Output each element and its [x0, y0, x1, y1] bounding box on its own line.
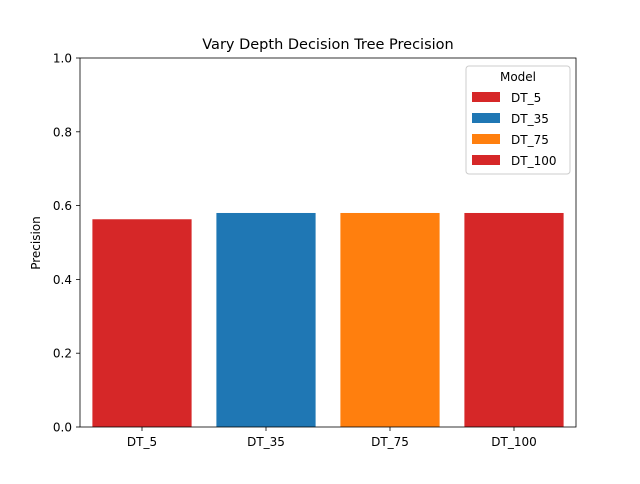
legend-swatch	[472, 113, 500, 123]
legend-swatch	[472, 155, 500, 165]
x-tick-label: DT_100	[491, 435, 536, 449]
axes-group: DT_5 DT_35 DT_75 DT_100 0.0 0.2 0.4 0.6 0.8 1.0	[53, 52, 577, 449]
bar-dt-35	[216, 212, 316, 427]
plot-frame	[79, 57, 577, 428]
bar-dt-5	[92, 219, 192, 427]
y-tick-label: 0.8	[53, 125, 72, 139]
legend-entry-label: DT_75	[511, 133, 549, 147]
chart-title: Vary Depth Decision Tree Precision	[202, 37, 453, 53]
x-tick-label: DT_35	[247, 435, 285, 449]
legend-swatch	[472, 92, 500, 102]
bar-dt-75	[340, 212, 440, 427]
y-tick-label: 1.0	[53, 52, 72, 66]
legend-title: Model	[500, 70, 536, 84]
legend: Model DT_5 DT_35 DT_75 DT_100	[465, 65, 571, 175]
bars-group	[92, 212, 564, 427]
bar-dt-100	[464, 212, 564, 427]
legend-entry-label: DT_35	[511, 112, 549, 126]
x-tick-label: DT_5	[127, 435, 157, 449]
y-axis-label: Precision	[29, 216, 43, 270]
legend-entry-label: DT_5	[511, 91, 541, 105]
y-tick-label: 0.2	[53, 347, 72, 361]
y-tick-label: 0.4	[53, 273, 72, 287]
x-tick-label: DT_75	[371, 435, 409, 449]
legend-swatch	[472, 134, 500, 144]
y-tick-label: 0.0	[53, 421, 72, 435]
legend-entry-label: DT_100	[511, 154, 556, 168]
y-tick-label: 0.6	[53, 199, 72, 213]
